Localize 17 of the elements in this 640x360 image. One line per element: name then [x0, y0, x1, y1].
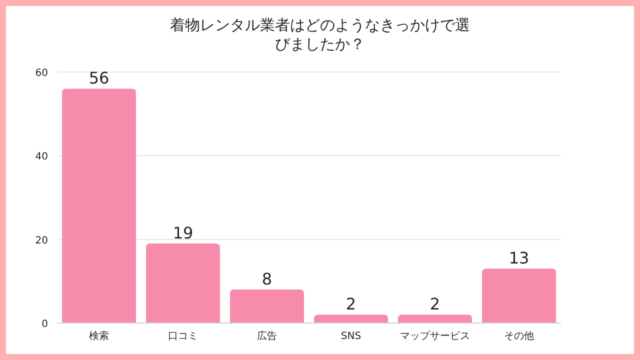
xtick: 口コミ [168, 331, 198, 342]
data-label: 13 [508, 248, 530, 268]
ytick: 60 [35, 68, 48, 79]
data-label: 2 [430, 294, 440, 314]
ytick: 0 [42, 319, 48, 330]
ytick: 20 [35, 235, 48, 246]
xtick: その他 [504, 331, 534, 342]
data-label: 19 [172, 224, 194, 243]
data-label: 8 [262, 270, 272, 289]
xtick: マップサービス [400, 331, 470, 342]
data-label: 2 [346, 294, 356, 314]
xtick: 検索 [89, 331, 109, 342]
xtick: SNS [340, 331, 362, 342]
title: 着物レンタル業者はどのようなきっかけで選びましたか？ [170, 16, 470, 54]
data-label: 56 [88, 68, 110, 88]
ytick: 40 [35, 152, 48, 163]
xtick: 広告 [257, 331, 277, 342]
